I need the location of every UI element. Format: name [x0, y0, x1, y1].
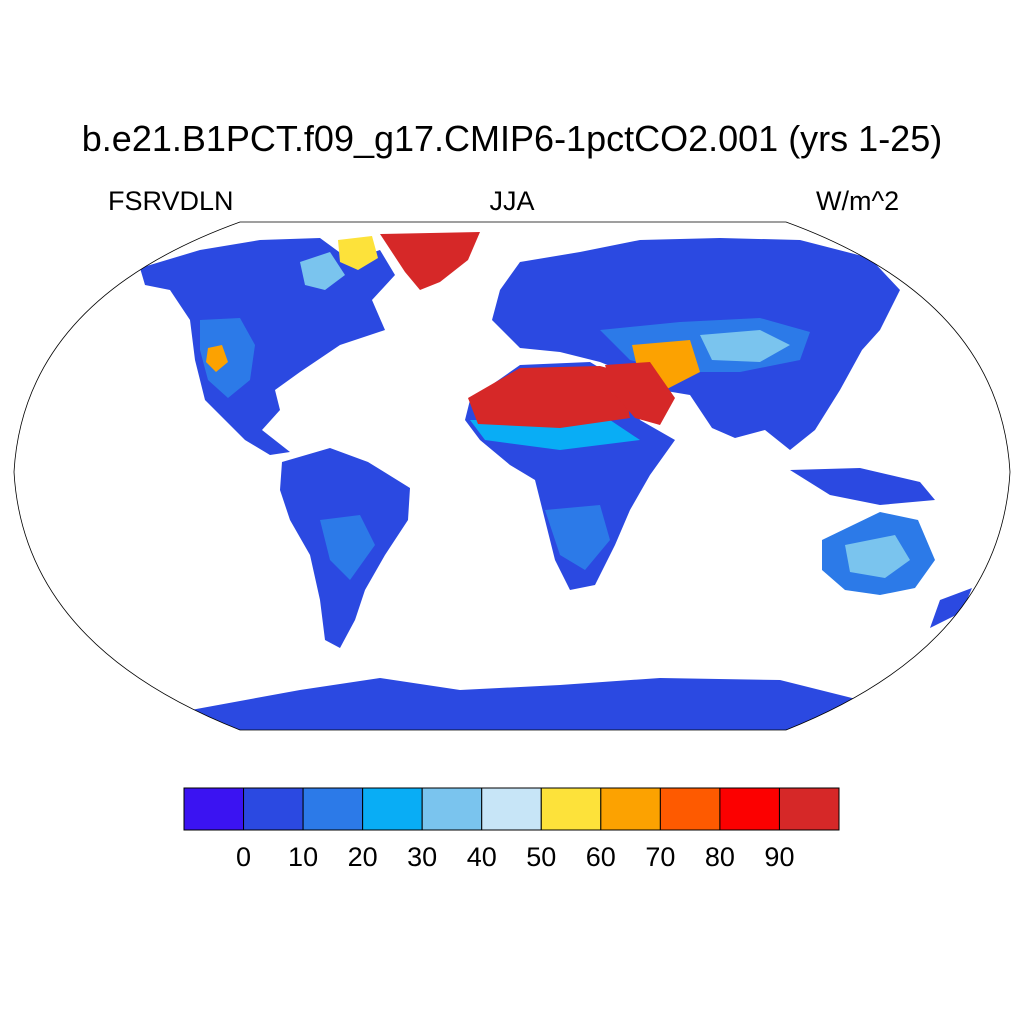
units-label: W/m^2 [816, 186, 900, 216]
hudson-bay-light [300, 252, 345, 290]
tibet-light [700, 330, 790, 362]
sahel-light [470, 420, 640, 450]
colorbar-tick-label: 10 [288, 842, 319, 872]
colorbar-tick-label: 70 [645, 842, 676, 872]
colorbar-swatch [183, 787, 245, 831]
colorbar-swatch [659, 787, 721, 831]
colorbar-tick-label: 0 [236, 842, 252, 872]
colorbar-swatch [719, 787, 780, 831]
arctic-islands-landmass [338, 236, 378, 270]
land-layer [140, 232, 972, 730]
colorbar-swatch [540, 787, 602, 831]
colorbar-tick-label: 50 [526, 842, 557, 872]
sahara-desert [468, 366, 630, 428]
colorbar-tick-label: 60 [585, 842, 616, 872]
colorbar [183, 787, 840, 831]
colorbar-tick-label: 40 [466, 842, 497, 872]
colorbar-swatch [362, 787, 423, 831]
greenland-landmass [380, 232, 480, 290]
arabia-desert [605, 362, 675, 425]
colorbar-tick-label: 30 [407, 842, 438, 872]
us-southwest-region [200, 318, 255, 398]
colorbar-tick-label: 90 [764, 842, 795, 872]
variable-name: FSRVDLN [108, 186, 234, 216]
plot-title: b.e21.B1PCT.f09_g17.CMIP6-1pctCO2.001 (y… [81, 118, 943, 159]
southern-africa-moderate [545, 505, 610, 570]
new-zealand-landmass [930, 588, 972, 628]
colorbar-swatch [243, 787, 304, 831]
colorbar-swatch [421, 787, 483, 831]
colorbar-swatch [778, 787, 840, 831]
us-southwest-hotspot [206, 345, 228, 372]
colorbar-tick-label: 80 [704, 842, 735, 872]
season-label: JJA [489, 186, 535, 216]
north-america-landmass [140, 238, 395, 455]
antarctica-landmass [150, 678, 900, 730]
colorbar-swatch [302, 787, 364, 831]
indonesia-landmass [790, 468, 935, 505]
colorbar-tick-label: 20 [347, 842, 378, 872]
south-america-moderate [320, 515, 375, 580]
colorbar-swatch [481, 787, 542, 831]
map-boundary [13, 221, 1011, 731]
australia-interior [845, 535, 910, 578]
colorbar-swatch [600, 787, 661, 831]
